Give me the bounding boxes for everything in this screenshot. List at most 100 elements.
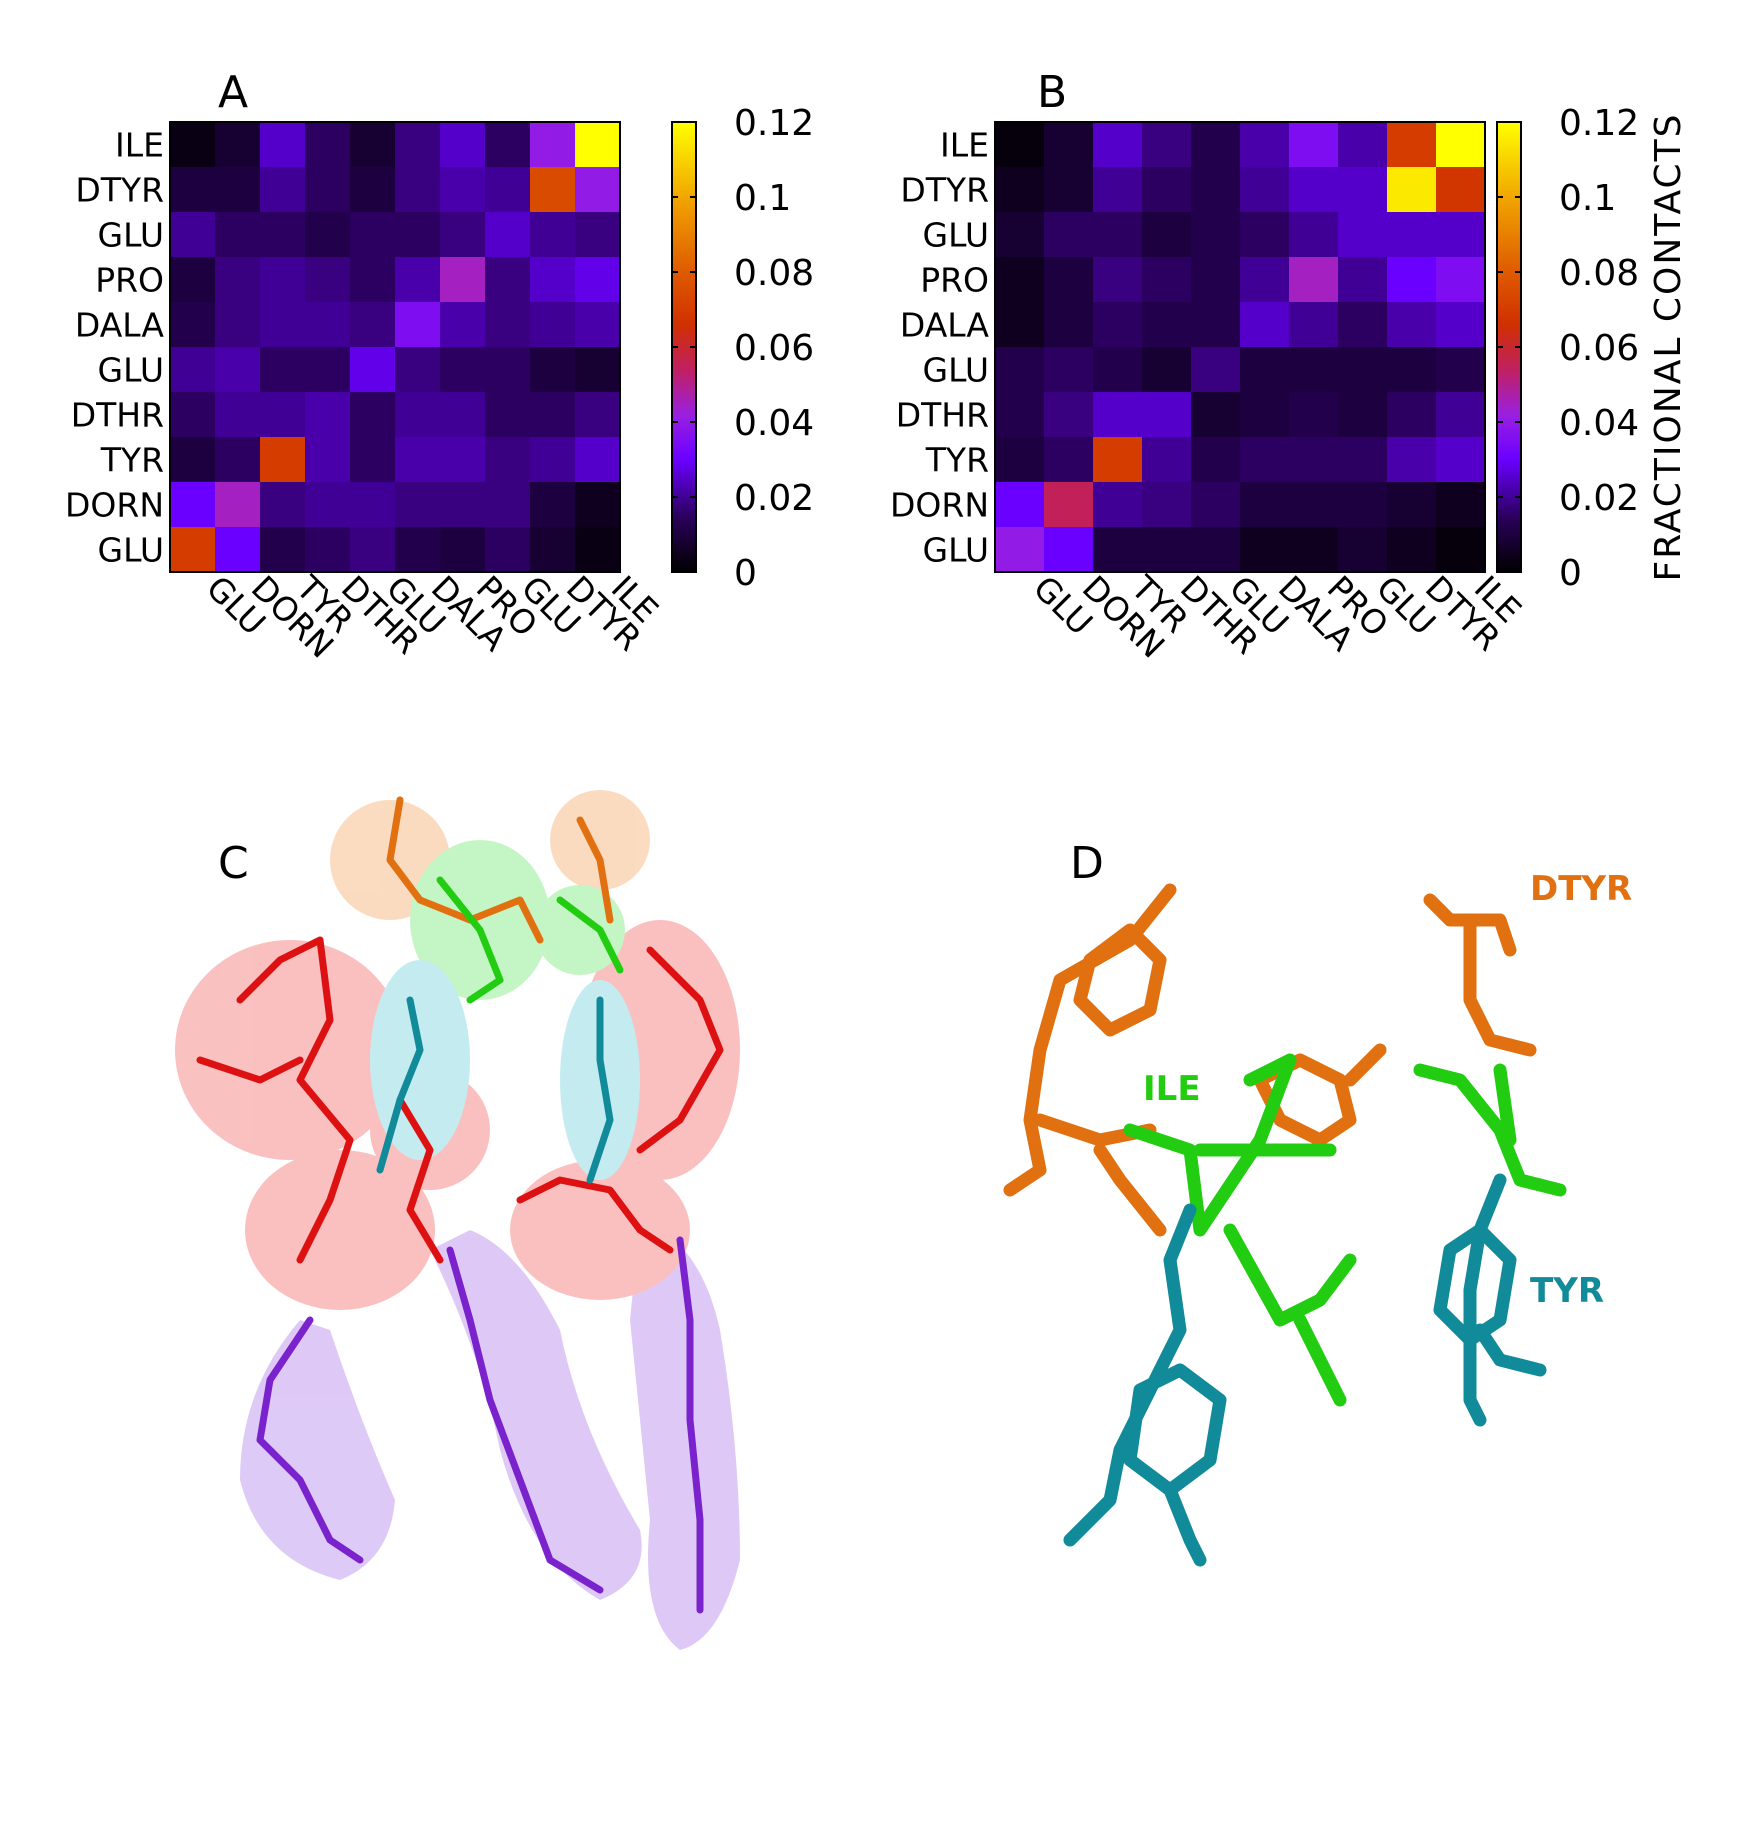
heatmap-cell [530, 437, 576, 483]
heatmap-cell [350, 257, 396, 303]
colorbar-tick-label: 0.04 [734, 403, 814, 444]
heatmap-cell [575, 167, 621, 213]
heatmap-cell [995, 302, 1045, 348]
heatmap-cell [485, 122, 531, 168]
panel-label-c: C [218, 838, 249, 889]
heatmap-cell [530, 392, 576, 438]
heatmap-cell [1044, 527, 1094, 573]
ile-sticks [1123, 1053, 1567, 1407]
heatmap-cell [530, 167, 576, 213]
heatmap-cell [485, 527, 531, 573]
heatmap-cell [1093, 212, 1143, 258]
heatmap-cell [1142, 302, 1192, 348]
y-tick-label: DALA [900, 306, 990, 345]
y-tick-label: GLU [923, 351, 989, 390]
colorbar-tick-label: 0.02 [734, 478, 814, 519]
heatmap-cell [305, 257, 351, 303]
heatmap-cell [1142, 212, 1192, 258]
heatmap-cell [1240, 347, 1290, 393]
y-tick-label: DTHR [71, 396, 164, 435]
heatmap-cell [1289, 212, 1339, 258]
heatmap-cell [1387, 212, 1437, 258]
heatmap-cell [350, 122, 396, 168]
heatmap-cell [170, 257, 216, 303]
heatmap-cell [1240, 257, 1290, 303]
heatmap-cell [575, 392, 621, 438]
heatmap-cell [395, 482, 441, 528]
heatmap-cell [1387, 392, 1437, 438]
heatmap-cell [1387, 437, 1437, 483]
heatmap-cell [440, 122, 486, 168]
heatmap-cell [995, 257, 1045, 303]
heatmap-cell [395, 527, 441, 573]
heatmap-cell [1436, 437, 1486, 483]
panel-label-a: A [218, 67, 248, 118]
heatmap-cell [350, 167, 396, 213]
heatmap-cell [575, 437, 621, 483]
colorbar-tick-label: 0.12 [734, 103, 814, 144]
heatmap-cell [1289, 482, 1339, 528]
y-tick-label: GLU [923, 216, 989, 255]
heatmap-cell [395, 392, 441, 438]
heatmap-cell [395, 437, 441, 483]
y-tick-label: GLU [98, 531, 164, 570]
heatmap-cell [485, 212, 531, 258]
heatmap-cell [1044, 482, 1094, 528]
heatmap-cell [440, 212, 486, 258]
heatmap-cell [260, 122, 306, 168]
heatmap-cell [350, 437, 396, 483]
heatmap-cell [1093, 257, 1143, 303]
heatmap-cell [1142, 392, 1192, 438]
heatmap-cell [170, 302, 216, 348]
heatmap-b-y-ticks: ILE DTYR GLU PRO DALA GLU DTHR TYR DORN GLU [890, 126, 989, 570]
heatmap-cell [215, 347, 261, 393]
heatmap-cell [575, 347, 621, 393]
heatmap-cell [530, 257, 576, 303]
heatmap-cell [1093, 167, 1143, 213]
y-tick-label: DTHR [896, 396, 989, 435]
y-tick-label: DORN [890, 486, 989, 525]
y-tick-label: DALA [75, 306, 165, 345]
heatmap-cell [395, 302, 441, 348]
heatmap-cell [1093, 392, 1143, 438]
heatmap-cell [1240, 527, 1290, 573]
heatmap-a: ILE DTYR GLU PRO DALA GLU DTHR TYR DORN GLU GLUDO… [65, 121, 666, 666]
heatmap-cell [1191, 392, 1241, 438]
heatmap-cell [575, 527, 621, 573]
heatmap-cell [215, 527, 261, 573]
colorbar-tick-label: 0.06 [734, 328, 814, 369]
heatmap-cell [170, 212, 216, 258]
y-tick-label: ILE [940, 126, 989, 165]
heatmap-cell [260, 257, 306, 303]
tyr-sticks [1063, 1173, 1547, 1567]
heatmap-cell [1093, 437, 1143, 483]
heatmap-cell [170, 347, 216, 393]
heatmap-cell [215, 482, 261, 528]
heatmap-cell [1338, 437, 1388, 483]
molecule-c-surface [175, 790, 740, 1650]
heatmap-cell [215, 302, 261, 348]
heatmap-cell [530, 527, 576, 573]
heatmap-cell [350, 527, 396, 573]
colorbar-b: 0 0.02 0.04 0.06 0.08 0.1 0.12 FRACTIONAL CONT… [1496, 103, 1689, 594]
heatmap-cell [1289, 437, 1339, 483]
heatmap-cell [995, 392, 1045, 438]
heatmap-cell [215, 257, 261, 303]
heatmap-cell [440, 392, 486, 438]
heatmap-cell [1240, 437, 1290, 483]
heatmap-cell [395, 212, 441, 258]
y-tick-label: ILE [115, 126, 164, 165]
heatmap-cell [485, 392, 531, 438]
heatmap-cell [1338, 122, 1388, 168]
heatmap-cell [215, 392, 261, 438]
heatmap-cell [530, 212, 576, 258]
heatmap-cell [440, 257, 486, 303]
heatmap-cell [485, 167, 531, 213]
heatmap-b-frame [994, 121, 1486, 573]
heatmap-cell [305, 302, 351, 348]
colorbar-tick-label: 0.12 [1559, 103, 1639, 144]
heatmap-cell [485, 257, 531, 303]
panel-label-b: B [1037, 67, 1067, 118]
heatmap-cell [1387, 527, 1437, 573]
